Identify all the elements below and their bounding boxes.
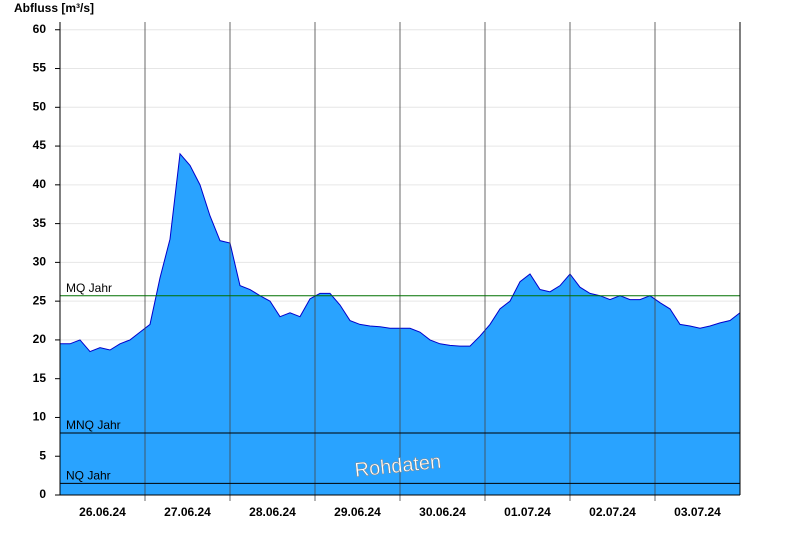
y-axis-title: Abfluss [m³/s] bbox=[14, 1, 94, 15]
y-tick-label: 15 bbox=[33, 371, 47, 385]
x-tick-label: 27.06.24 bbox=[164, 505, 211, 519]
x-tick-label: 28.06.24 bbox=[249, 505, 296, 519]
x-tick-label: 29.06.24 bbox=[334, 505, 381, 519]
x-tick-label: 26.06.24 bbox=[79, 505, 126, 519]
y-tick-label: 5 bbox=[39, 448, 46, 462]
y-tick-label: 55 bbox=[33, 61, 47, 75]
y-tick-label: 20 bbox=[33, 332, 47, 346]
y-tick-label: 25 bbox=[33, 293, 47, 307]
y-tick-label: 50 bbox=[33, 99, 47, 113]
x-tick-label: 03.07.24 bbox=[674, 505, 721, 519]
y-tick-label: 60 bbox=[33, 22, 47, 36]
reference-label: NQ Jahr bbox=[66, 469, 111, 483]
y-tick-label: 35 bbox=[33, 216, 47, 230]
reference-label: MNQ Jahr bbox=[66, 418, 121, 432]
x-tick-label: 02.07.24 bbox=[589, 505, 636, 519]
y-tick-label: 40 bbox=[33, 177, 47, 191]
y-tick-label: 45 bbox=[33, 138, 47, 152]
reference-label: MQ Jahr bbox=[66, 281, 112, 295]
x-tick-label: 01.07.24 bbox=[504, 505, 551, 519]
y-tick-label: 10 bbox=[33, 410, 47, 424]
x-tick-label: 30.06.24 bbox=[419, 505, 466, 519]
y-tick-label: 0 bbox=[39, 487, 46, 501]
y-tick-label: 30 bbox=[33, 255, 47, 269]
